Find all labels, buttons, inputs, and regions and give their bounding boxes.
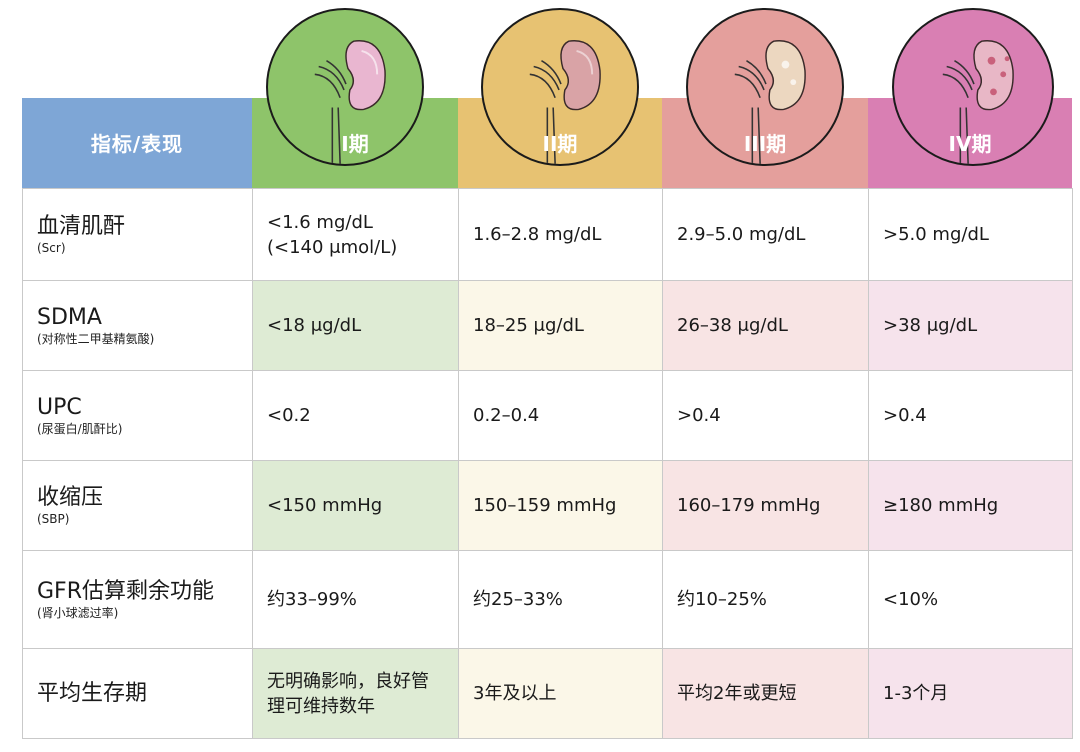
stage4-value-cell: 1-3个月 [868, 648, 1073, 739]
table-row: GFR估算剩余功能 (肾小球滤过率) 约33–99% 约25–33% 约10–2… [22, 550, 1073, 649]
kidney-stage2-icon [529, 40, 601, 164]
cell-value: <0.2 [267, 405, 311, 426]
row-label: GFR估算剩余功能 [37, 579, 214, 604]
table-row: SDMA (对称性二甲基精氨酸) <18 μg/dL 18–25 μg/dL 2… [22, 280, 1073, 371]
stage3-value-cell: 平均2年或更短 [662, 648, 869, 739]
cell-value: <18 μg/dL [267, 315, 362, 336]
stage3-kidney-badge [686, 8, 844, 166]
stage2-header-label: II期 [542, 132, 578, 156]
row-sublabel: (尿蛋白/肌酐比) [37, 422, 123, 436]
stage4-value-cell: <10% [868, 550, 1073, 649]
indicator-header-cell [22, 98, 252, 188]
cell-value: 0.2–0.4 [473, 405, 540, 426]
kidney-stage4-icon [942, 40, 1014, 164]
row-label: 血清肌酐 [37, 214, 126, 239]
indicator-header-label: 指标/表现 [90, 132, 184, 156]
cell-value: 无明确影响，良好管理可维持数年 [267, 670, 429, 717]
stage2-value-cell: 3年及以上 [458, 648, 663, 739]
cell-value: <10% [883, 589, 939, 610]
row-label-cell: UPC (尿蛋白/肌酐比) [22, 370, 253, 461]
stage4-value-cell: >38 μg/dL [868, 280, 1073, 371]
cell-value-line2: (<140 μmol/L) [267, 236, 398, 258]
stage1-value-cell: <0.2 [252, 370, 459, 461]
cell-value: 约25–33% [473, 589, 563, 610]
stage2-value-cell: 18–25 μg/dL [458, 280, 663, 371]
row-label-cell: 收缩压 (SBP) [22, 460, 253, 551]
cell-value: <150 mmHg [267, 495, 383, 516]
cell-value: ≥180 mmHg [883, 495, 999, 516]
stage1-value-cell: <1.6 mg/dL (<140 μmol/L) [252, 188, 459, 281]
stage2-value-cell: 1.6–2.8 mg/dL [458, 188, 663, 281]
stage1-value-cell: <18 μg/dL [252, 280, 459, 371]
row-label-cell: 血清肌酐 (Scr) [22, 188, 253, 281]
stage1-value-cell: 约33–99% [252, 550, 459, 649]
stage2-value-cell: 0.2–0.4 [458, 370, 663, 461]
stage2-value-cell: 约25–33% [458, 550, 663, 649]
cell-value: 160–179 mmHg [677, 495, 821, 516]
stage3-value-cell: 26–38 μg/dL [662, 280, 869, 371]
row-label: 收缩压 [37, 485, 104, 510]
row-label: 平均生存期 [37, 681, 148, 706]
table-row: 平均生存期 无明确影响，良好管理可维持数年 3年及以上 平均2年或更短 1-3个… [22, 648, 1073, 739]
cell-value: 2.9–5.0 mg/dL [677, 224, 806, 245]
stage1-header-label: I期 [341, 132, 369, 156]
stage1-value-cell: <150 mmHg [252, 460, 459, 551]
stage1-kidney-badge [266, 8, 424, 166]
stage3-value-cell: 160–179 mmHg [662, 460, 869, 551]
row-label: SDMA [37, 305, 102, 330]
table-row: 血清肌酐 (Scr) <1.6 mg/dL (<140 μmol/L) 1.6–… [22, 188, 1073, 281]
stage3-header-label: III期 [743, 132, 787, 156]
cell-value: 3年及以上 [473, 683, 557, 704]
stage4-value-cell: ≥180 mmHg [868, 460, 1073, 551]
stage4-value-cell: >5.0 mg/dL [868, 188, 1073, 281]
cell-value: 150–159 mmHg [473, 495, 617, 516]
kidney-stage1-icon [314, 40, 386, 164]
stage1-value-cell: 无明确影响，良好管理可维持数年 [252, 648, 459, 739]
table-row: 收缩压 (SBP) <150 mmHg 150–159 mmHg 160–179… [22, 460, 1073, 551]
row-label-cell: 平均生存期 [22, 648, 253, 739]
cell-value: 1-3个月 [883, 683, 949, 704]
cell-value: <1.6 mg/dL [267, 211, 373, 233]
cell-value: 约33–99% [267, 589, 357, 610]
row-label-cell: GFR估算剩余功能 (肾小球滤过率) [22, 550, 253, 649]
stage4-header-label: IV期 [948, 132, 992, 156]
cell-value: >0.4 [677, 405, 721, 426]
stage3-value-cell: 约10–25% [662, 550, 869, 649]
ckd-staging-table: 血清肌酐 (Scr) <1.6 mg/dL (<140 μmol/L) 1.6–… [22, 188, 1073, 739]
stage2-kidney-badge [481, 8, 639, 166]
row-sublabel: (肾小球滤过率) [37, 606, 119, 620]
stage2-value-cell: 150–159 mmHg [458, 460, 663, 551]
cell-value: >5.0 mg/dL [883, 224, 989, 245]
cell-value: 约10–25% [677, 589, 767, 610]
row-sublabel: (对称性二甲基精氨酸) [37, 332, 155, 346]
kidney-stage3-icon [734, 40, 806, 164]
row-sublabel: (SBP) [37, 512, 70, 526]
row-sublabel: (Scr) [37, 241, 66, 255]
row-label: UPC [37, 395, 82, 420]
cell-value: >0.4 [883, 405, 927, 426]
cell-value: 18–25 μg/dL [473, 315, 584, 336]
row-label-cell: SDMA (对称性二甲基精氨酸) [22, 280, 253, 371]
cell-value: 平均2年或更短 [677, 683, 797, 704]
table-row: UPC (尿蛋白/肌酐比) <0.2 0.2–0.4 >0.4 >0.4 [22, 370, 1073, 461]
stage4-value-cell: >0.4 [868, 370, 1073, 461]
stage3-value-cell: 2.9–5.0 mg/dL [662, 188, 869, 281]
stage3-value-cell: >0.4 [662, 370, 869, 461]
cell-value: >38 μg/dL [883, 315, 978, 336]
stage4-kidney-badge [892, 8, 1054, 166]
cell-value: 26–38 μg/dL [677, 315, 788, 336]
cell-value: 1.6–2.8 mg/dL [473, 224, 602, 245]
